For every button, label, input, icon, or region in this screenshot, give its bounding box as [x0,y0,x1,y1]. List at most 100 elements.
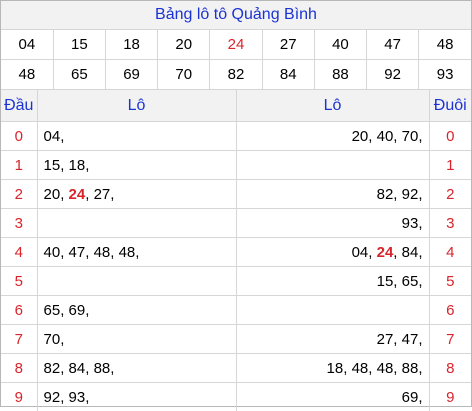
lo-number: 18 [69,157,86,174]
number-cell: 48 [1,60,53,90]
table-title: Bảng lô tô Quảng Bình [1,1,471,30]
lo-right-cell: 18, 48, 48, 88, [236,354,429,383]
header-duoi: Đuôi [429,90,471,122]
number-cell: 20 [158,30,210,60]
lo-number: 15 [377,273,394,290]
lo-number: 20 [44,186,61,203]
header-dau: Đầu [1,90,37,122]
lo-number: 65 [402,273,419,290]
lo-left-cell [37,209,236,238]
lo-right-cell [236,296,429,325]
lo-right-cell: 82, 92, [236,180,429,209]
lo-number: 93 [69,389,86,406]
lo-left-cell: 15, 18, [37,151,236,180]
lo-left-cell: 04, [37,122,236,151]
lo-left-cell [37,267,236,296]
lo-left-cell: 65, 69, [37,296,236,325]
number-cell: 70 [158,60,210,90]
number-cell: 65 [53,60,105,90]
dau-cell: 4 [1,238,37,267]
dau-cell: 6 [1,296,37,325]
duoi-cell: 6 [429,296,471,325]
lo-number: 48 [352,360,369,377]
dau-cell: 5 [1,267,37,296]
lo-number: 20 [352,128,369,145]
dau-cell: 0 [1,122,37,151]
lo-number: 92 [44,389,61,406]
lo-left-cell: 82, 84, 88, [37,354,236,383]
lo-number: 82 [44,360,61,377]
number-cell: 92 [367,60,419,90]
dau-cell: 7 [1,325,37,354]
lo-number: 88 [402,360,419,377]
lo-number: 04 [352,244,369,261]
lo-number: 24 [69,186,86,203]
number-cell: 04 [1,30,53,60]
number-cell: 88 [314,60,366,90]
lo-number: 84 [402,244,419,261]
duoi-cell: 4 [429,238,471,267]
lo-number: 47 [69,244,86,261]
lo-number: 18 [327,360,344,377]
lo-number: 48 [119,244,136,261]
duoi-cell: 2 [429,180,471,209]
header-lo-right: Lô [236,90,429,122]
lo-right-cell: 20, 40, 70, [236,122,429,151]
number-cell: 18 [105,30,157,60]
duoi-cell: 1 [429,151,471,180]
lo-right-cell: 93, [236,209,429,238]
lo-number: 65 [44,302,61,319]
duoi-cell: 0 [429,122,471,151]
lo-number: 69 [69,302,86,319]
lo-left-cell: 40, 47, 48, 48, [37,238,236,267]
lo-right-cell: 04, 24, 84, [236,238,429,267]
lo-number: 47 [402,331,419,348]
number-cell: 82 [210,60,262,90]
lo-number: 24 [377,244,394,261]
number-cell: 47 [367,30,419,60]
number-cell: 84 [262,60,314,90]
duoi-cell: 7 [429,325,471,354]
duoi-cell: 3 [429,209,471,238]
lo-number: 27 [94,186,111,203]
dau-cell: 8 [1,354,37,383]
lo-number: 48 [94,244,111,261]
duoi-cell: 8 [429,354,471,383]
number-cell: 24 [210,30,262,60]
dau-cell: 2 [1,180,37,209]
number-cell: 69 [105,60,157,90]
lo-number: 84 [69,360,86,377]
lo-number: 04 [44,128,61,145]
lo-number: 70 [402,128,419,145]
lo-number: 82 [377,186,394,203]
lo-number: 48 [377,360,394,377]
lo-right-cell [236,151,429,180]
lo-number: 70 [44,331,61,348]
duoi-cell: 5 [429,267,471,296]
lo-number: 88 [94,360,111,377]
header-lo-left: Lô [37,90,236,122]
lo-number: 69 [402,389,419,406]
lo-number: 92 [402,186,419,203]
number-cell: 15 [53,30,105,60]
number-cell: 93 [419,60,471,90]
dau-cell: 3 [1,209,37,238]
lo-number: 93 [402,215,419,232]
lo-right-cell: 15, 65, [236,267,429,296]
lo-number: 40 [44,244,61,261]
lo-left-cell: 20, 24, 27, [37,180,236,209]
number-cell: 48 [419,30,471,60]
